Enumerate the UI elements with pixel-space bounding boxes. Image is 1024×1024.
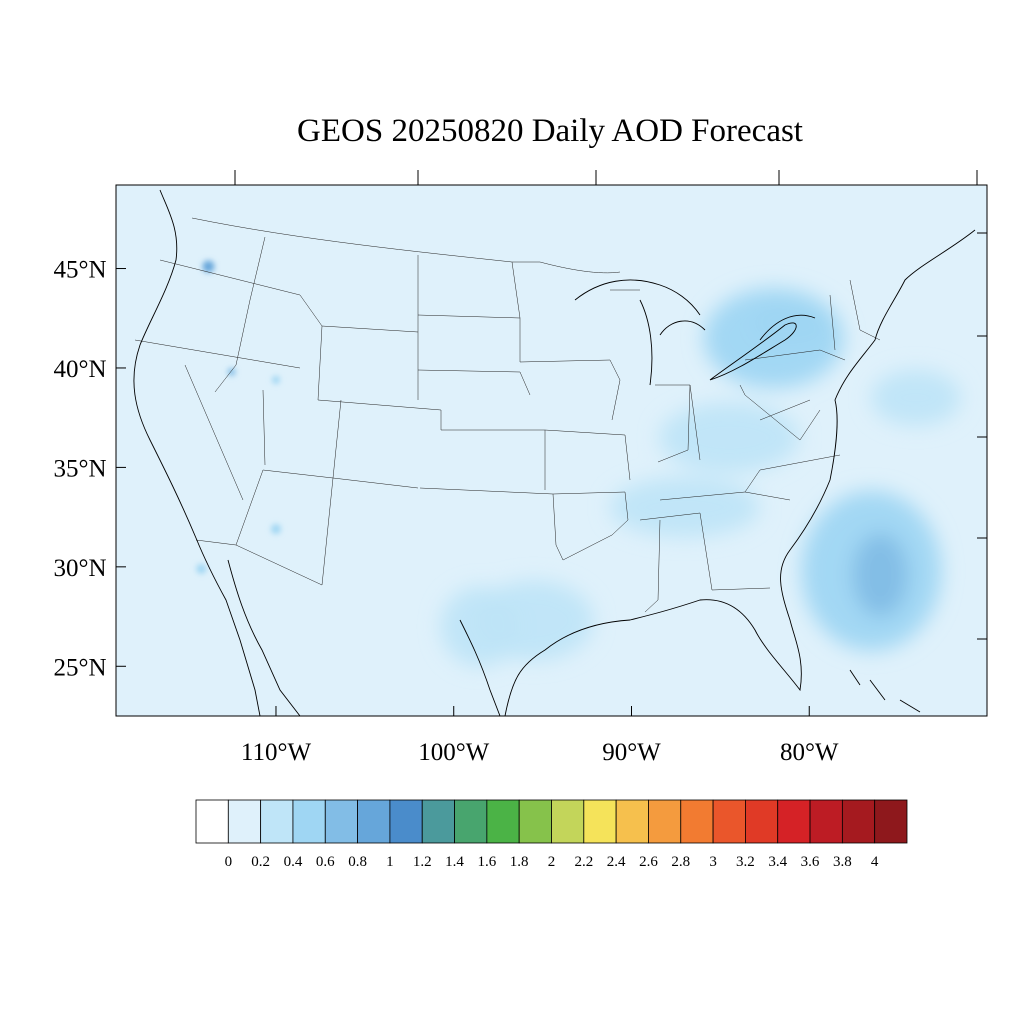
mid-atlantic-offshore xyxy=(870,369,961,426)
colorbar-swatch xyxy=(454,799,488,844)
southeast-band xyxy=(609,477,760,538)
colorbar-label: 0 xyxy=(225,854,233,870)
idaho-hotspot xyxy=(202,260,215,273)
colorbar-label: 3 xyxy=(709,854,717,870)
colorbar-swatch xyxy=(486,799,520,844)
wyoming-hotspot xyxy=(271,375,280,384)
lon-tick-label: 100°W xyxy=(418,739,489,766)
state-lines-west xyxy=(134,236,442,586)
aod-colorbar: 0 0.2 0.4 0.6 0.8 1 1.2 1.4 1.6 1.8 2 2.2 2.4 2.6 2.8 3… xyxy=(195,799,908,870)
colorbar-swatch xyxy=(357,799,391,844)
texas-coast-plume xyxy=(440,586,521,667)
colorbar-swatch xyxy=(551,799,585,844)
colorbar-label: 3.8 xyxy=(833,854,852,870)
colorbar-swatch xyxy=(292,799,326,844)
lat-tick-label: 40°N xyxy=(53,356,106,383)
lon-tick-label: 110°W xyxy=(241,739,312,766)
colorbar-swatch xyxy=(680,799,714,844)
lat-tick-label: 45°N xyxy=(53,257,106,284)
colorbar-label: 2.6 xyxy=(639,854,658,870)
colorbar-swatch xyxy=(389,799,423,844)
map-title: GEOS 20250820 Daily AOD Forecast xyxy=(297,113,803,149)
gulf-coastline xyxy=(459,229,976,716)
lat-tick-label: 30°N xyxy=(53,555,106,582)
colorbar-label: 3.4 xyxy=(768,854,787,870)
map-panel xyxy=(115,184,988,717)
colorbar-swatch xyxy=(712,799,746,844)
lat-tick-label: 35°N xyxy=(53,455,106,482)
colorbar-swatch xyxy=(583,799,617,844)
caribbean-islands xyxy=(849,669,921,713)
colorbar-label: 1.8 xyxy=(510,854,529,870)
colorbar-swatch xyxy=(841,799,876,844)
colorbar-label: 4 xyxy=(871,854,879,870)
colorbar-label: 3.2 xyxy=(736,854,755,870)
colorbar-swatch xyxy=(260,799,294,844)
atlantic-offshore-core xyxy=(852,532,909,617)
utah-hotspot xyxy=(227,367,236,376)
colorbar-swatch xyxy=(195,799,229,844)
great-lakes-coastline xyxy=(574,279,816,386)
lon-tick-label: 90°W xyxy=(602,739,661,766)
coastlines xyxy=(133,189,976,716)
colorbar-swatch xyxy=(745,799,779,844)
colorbar-label: 3.6 xyxy=(801,854,820,870)
colorbar-label: 1.6 xyxy=(477,854,496,870)
pacific-coastline xyxy=(133,189,261,716)
state-lines-central xyxy=(417,261,640,561)
baja-coastline xyxy=(227,559,301,716)
colorbar-label: 1.4 xyxy=(445,854,464,870)
state-boundaries xyxy=(134,217,881,613)
colorbar-label: 2 xyxy=(548,854,556,870)
aod-field xyxy=(196,260,961,667)
colorbar-swatch xyxy=(777,799,811,844)
arizona-hotspot xyxy=(270,524,281,535)
colorbar-swatch xyxy=(421,799,455,844)
lake-erie-core xyxy=(751,300,832,345)
colorbar-swatch xyxy=(227,799,262,844)
colorbar-label: 2.2 xyxy=(574,854,593,870)
colorbar-swatch xyxy=(615,799,649,844)
latitude-axis: 45°N 40°N 35°N 30°N 25°N xyxy=(53,232,987,681)
appalachian-band xyxy=(659,402,800,473)
longitude-axis: 110°W 100°W 90°W 80°W xyxy=(234,170,978,766)
colorbar-label: 0.2 xyxy=(251,854,270,870)
colorbar-swatch xyxy=(874,799,908,844)
canada-border xyxy=(191,217,621,274)
colorbar-label: 1 xyxy=(386,854,394,870)
baja-hotspot xyxy=(196,563,207,574)
map-frame xyxy=(115,184,988,717)
colorbar-label: 0.8 xyxy=(348,854,367,870)
lat-tick-label: 25°N xyxy=(53,654,106,681)
colorbar-swatch xyxy=(648,799,682,844)
colorbar-swatch xyxy=(809,799,843,844)
colorbar-label: 0.4 xyxy=(284,854,303,870)
colorbar-label: 1.2 xyxy=(413,854,432,870)
colorbar-swatch xyxy=(324,799,358,844)
colorbar-label: 0.6 xyxy=(316,854,335,870)
colorbar-label: 2.8 xyxy=(671,854,690,870)
lon-tick-label: 80°W xyxy=(780,739,839,766)
state-lines-east xyxy=(639,279,881,613)
colorbar-label: 2.4 xyxy=(607,854,626,870)
colorbar-swatch xyxy=(518,799,552,844)
